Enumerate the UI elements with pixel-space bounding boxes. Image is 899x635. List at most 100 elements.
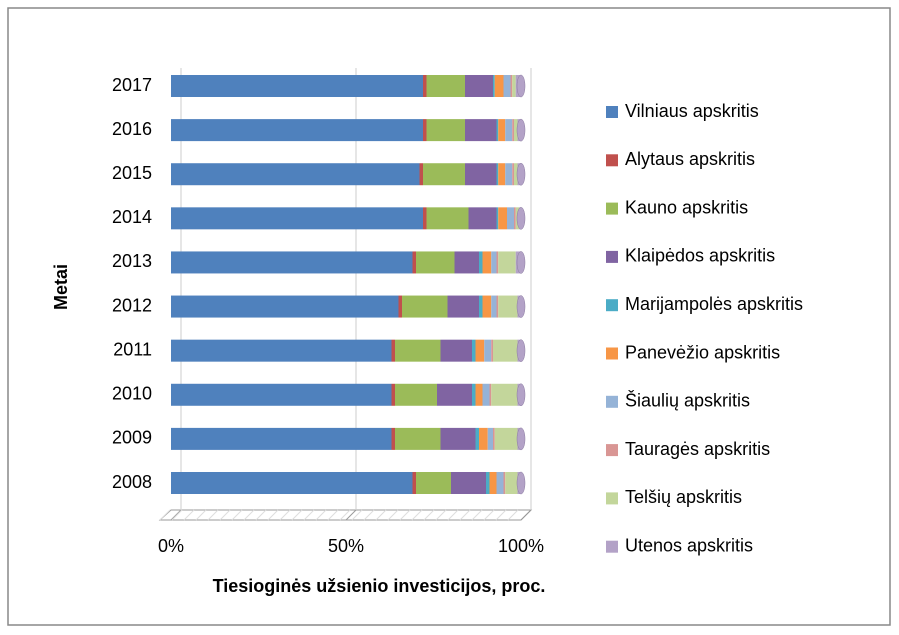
bar-segment bbox=[489, 383, 492, 406]
bar-segment bbox=[498, 163, 506, 186]
bar-cap bbox=[516, 427, 526, 451]
bar-segment bbox=[487, 427, 493, 450]
floor-hatch bbox=[159, 509, 171, 521]
bar-segment bbox=[171, 427, 392, 450]
floor-hatch bbox=[207, 509, 219, 521]
bar-segment bbox=[465, 163, 497, 186]
bar-cap bbox=[516, 383, 526, 407]
bar-segment bbox=[423, 163, 465, 186]
bar-segment bbox=[395, 383, 437, 406]
bar-segment bbox=[479, 427, 488, 450]
legend-swatch bbox=[606, 444, 618, 457]
y-tick-label: 2012 bbox=[112, 295, 152, 315]
bar-cap bbox=[516, 251, 526, 274]
bar-segment bbox=[402, 295, 448, 318]
floor-hatch bbox=[495, 509, 507, 521]
floor-hatch bbox=[459, 509, 471, 521]
floor-hatch bbox=[243, 509, 255, 521]
floor-hatch bbox=[183, 509, 195, 521]
floor-hatch bbox=[507, 509, 519, 521]
bar-segment bbox=[493, 75, 495, 97]
x-tick-label: 50% bbox=[328, 536, 364, 556]
y-tick-label: 2013 bbox=[112, 251, 152, 271]
bar-segment bbox=[440, 339, 472, 362]
bar-segment bbox=[505, 119, 513, 142]
floor-hatch bbox=[315, 509, 327, 521]
bar-segment bbox=[472, 339, 476, 362]
bar-segment bbox=[475, 383, 483, 406]
bar-segment bbox=[482, 251, 492, 274]
grid-line bbox=[520, 509, 532, 521]
floor-hatch bbox=[375, 509, 387, 521]
bar-segment bbox=[479, 295, 483, 318]
bar-segment bbox=[416, 472, 451, 494]
y-tick-label: 2016 bbox=[112, 119, 152, 139]
bar-cap bbox=[516, 295, 526, 318]
bar-segment bbox=[496, 163, 499, 186]
legend-label: Tauragės apskritis bbox=[625, 439, 770, 459]
floor-hatch bbox=[231, 509, 243, 521]
floor-hatch bbox=[483, 509, 495, 521]
bar-segment bbox=[440, 427, 476, 450]
bar-segment bbox=[423, 119, 427, 142]
bar-segment bbox=[503, 75, 511, 97]
x-tick-label: 100% bbox=[498, 536, 544, 556]
bar-segment bbox=[489, 472, 497, 494]
legend-swatch bbox=[606, 202, 618, 215]
floor-hatch bbox=[411, 509, 423, 521]
floor-hatch bbox=[339, 509, 351, 521]
floor-hatch bbox=[423, 509, 435, 521]
legend-swatch bbox=[606, 154, 618, 167]
bar-segment bbox=[475, 339, 485, 362]
bar-cap bbox=[516, 207, 526, 230]
bar-segment bbox=[498, 295, 518, 318]
bar-segment bbox=[482, 295, 492, 318]
bar-segment bbox=[496, 251, 499, 274]
bar-segment bbox=[493, 427, 495, 450]
bar-segment bbox=[171, 339, 392, 362]
bar-segment bbox=[426, 75, 465, 97]
legend-swatch bbox=[606, 106, 618, 118]
bar-segment bbox=[465, 75, 493, 97]
legend-swatch bbox=[606, 347, 618, 360]
floor-hatch bbox=[291, 509, 303, 521]
y-tick-label: 2011 bbox=[113, 339, 152, 359]
floor-hatch bbox=[195, 509, 207, 521]
grid-line bbox=[345, 509, 357, 521]
floor-hatch bbox=[171, 509, 183, 521]
floor-hatch bbox=[267, 509, 279, 521]
bar-cap bbox=[516, 74, 526, 98]
bar-segment bbox=[512, 75, 516, 97]
bar-segment bbox=[493, 339, 518, 362]
bar-segment bbox=[426, 119, 465, 142]
bar-segment bbox=[391, 427, 395, 450]
legend-label: Klaipėdos apskritis bbox=[625, 246, 775, 266]
bar-segment bbox=[412, 251, 416, 274]
bar-segment bbox=[412, 472, 416, 494]
bar-segment bbox=[479, 251, 483, 274]
legend-swatch bbox=[606, 492, 618, 505]
bar-segment bbox=[451, 472, 486, 494]
bar-segment bbox=[468, 207, 497, 230]
floor-hatch bbox=[363, 509, 375, 521]
floor-hatch bbox=[255, 509, 267, 521]
legend-label: Utenos apskritis bbox=[625, 535, 753, 555]
bar-segment bbox=[510, 75, 513, 97]
floor-hatch bbox=[303, 509, 315, 521]
bar-segment bbox=[498, 207, 507, 230]
bar-segment bbox=[391, 339, 395, 362]
bar-cap bbox=[516, 162, 526, 186]
bar-segment bbox=[514, 207, 516, 230]
bar-segment bbox=[507, 207, 514, 230]
y-tick-label: 2015 bbox=[112, 163, 152, 183]
bar-segment bbox=[496, 472, 504, 494]
legend-label: Šiaulių apskritis bbox=[625, 390, 750, 411]
bar-segment bbox=[416, 251, 455, 274]
bar-cap bbox=[516, 339, 526, 362]
legend-swatch bbox=[606, 299, 618, 312]
bar-segment bbox=[512, 163, 514, 186]
y-tick-label: 2017 bbox=[112, 75, 152, 95]
floor-hatch bbox=[351, 509, 363, 521]
y-tick-label: 2009 bbox=[112, 428, 152, 448]
